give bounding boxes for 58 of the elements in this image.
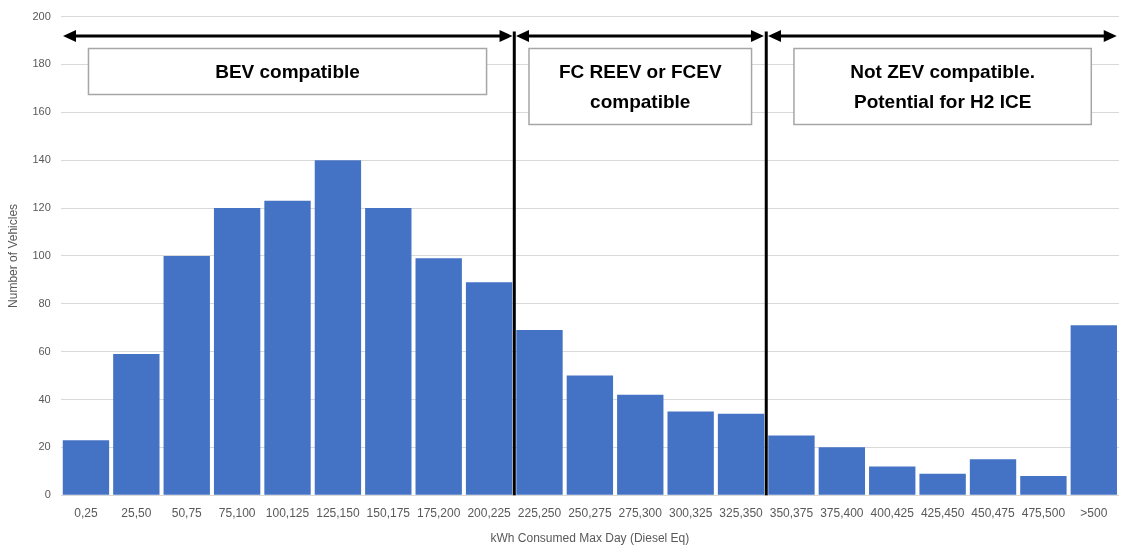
bar	[566, 375, 614, 495]
x-axis-title: kWh Consumed Max Day (Diesel Eq)	[490, 531, 690, 546]
bar	[415, 258, 462, 495]
y-tick-label: 160	[32, 105, 51, 118]
band-label: BEV compatible	[215, 60, 360, 82]
bar	[1070, 325, 1117, 495]
y-tick-label: 80	[38, 296, 51, 309]
bar	[314, 160, 362, 495]
bar	[617, 394, 664, 495]
bar	[1020, 476, 1067, 495]
x-tick-label: 50,75	[171, 505, 203, 520]
bar	[969, 459, 1017, 495]
bar	[465, 282, 513, 495]
y-tick-label: 60	[38, 344, 51, 357]
bar	[818, 447, 866, 495]
x-tick-label: 150,175	[366, 505, 411, 520]
x-tick-label: 75,100	[218, 505, 256, 520]
x-tick-label: 225,250	[517, 505, 562, 520]
y-tick-label: 120	[32, 201, 51, 214]
x-tick-label: >500	[1080, 505, 1108, 520]
x-tick-label: 100,125	[265, 505, 310, 520]
y-tick-label: 40	[38, 392, 51, 405]
bar	[717, 413, 765, 495]
y-tick-label: 0	[44, 488, 51, 501]
x-tick-label: 325,350	[719, 505, 764, 520]
x-tick-label: 475,500	[1021, 505, 1066, 520]
y-tick-label: 20	[38, 440, 51, 453]
x-tick-label: 300,325	[668, 505, 713, 520]
bar	[667, 411, 714, 495]
x-tick-label: 200,225	[467, 505, 512, 520]
bar	[213, 208, 261, 495]
x-tick-label: 275,300	[618, 505, 663, 520]
x-tick-label: 400,425	[870, 505, 915, 520]
y-tick-label: 200	[32, 9, 51, 22]
y-tick-label: 100	[32, 248, 51, 261]
bar	[163, 255, 210, 495]
y-tick-label: 140	[32, 153, 51, 166]
bar	[264, 200, 311, 495]
x-tick-label: 125,150	[316, 505, 360, 520]
x-tick-label: 175,200	[417, 505, 461, 520]
x-tick-label: 375,400	[820, 505, 864, 520]
x-tick-label: 425,450	[920, 505, 965, 520]
bar	[516, 330, 563, 495]
band-label: Not ZEV compatible. Potential for H2 ICE	[850, 60, 1035, 112]
x-tick-label: 25,50	[121, 505, 152, 520]
y-axis-title: Number of Vehicles	[5, 203, 20, 308]
x-tick-label: 350,375	[769, 505, 814, 520]
bar	[869, 466, 916, 495]
band-label: FC REEV or FCEV compatible	[558, 60, 722, 112]
x-tick-label: 450,475	[971, 505, 1016, 520]
y-tick-label: 180	[32, 57, 51, 70]
bar	[62, 440, 110, 495]
bar	[113, 354, 160, 495]
bar	[768, 435, 815, 495]
x-tick-label: 250,275	[568, 505, 612, 520]
x-tick-label: 0,25	[74, 505, 98, 520]
bar	[365, 208, 412, 495]
bar	[919, 473, 966, 495]
